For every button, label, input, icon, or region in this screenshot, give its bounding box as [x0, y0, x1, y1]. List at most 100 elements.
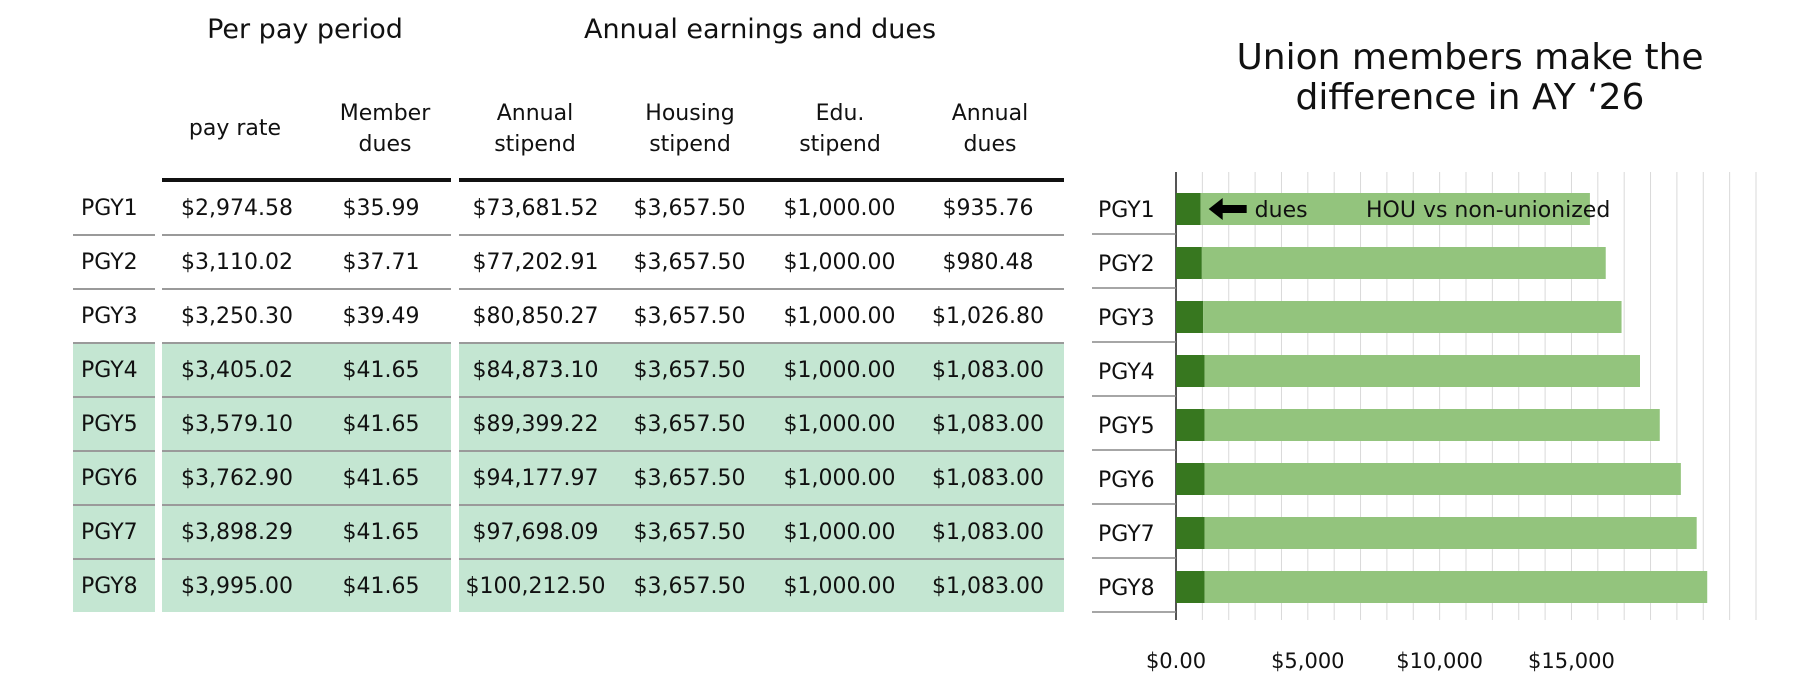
table-cell-annual-stipend: $94,177.97: [472, 465, 599, 491]
table-cell-edu: $1,000.00: [783, 573, 896, 599]
table-cell-annual-dues: $1,083.00: [932, 519, 1044, 545]
group-header-per-pay-period: Per pay period: [207, 14, 403, 45]
table-cell-member-dues: $41.65: [342, 411, 420, 437]
table-cell-edu: $1,000.00: [783, 303, 896, 329]
row-divider: [162, 288, 451, 290]
group-header-annual: Annual earnings and dues: [583, 14, 937, 45]
table-cell-member-dues: $39.49: [342, 303, 420, 329]
table-cell-edu: $1,000.00: [783, 195, 896, 221]
row-divider: [73, 504, 155, 506]
table-row-label: PGY1: [81, 195, 138, 221]
y-tick-label: PGY7: [1098, 522, 1155, 547]
table-cell-annual-stipend: $84,873.10: [472, 357, 599, 383]
table-cell-housing: $3,657.50: [633, 249, 746, 275]
x-tick-label: $0.00: [1146, 649, 1206, 673]
table-cell-annual-stipend: $77,202.91: [472, 249, 599, 275]
row-divider: [459, 558, 1064, 560]
table-row-label: PGY7: [81, 519, 138, 545]
table-cell-pay-rate: $3,898.29: [181, 519, 293, 545]
highlight-band: [73, 342, 155, 612]
bar-dues: [1176, 517, 1205, 549]
bar-dues: [1176, 301, 1204, 333]
row-divider: [162, 396, 451, 398]
table-cell-housing: $3,657.50: [633, 357, 746, 383]
table-cell-annual-dues: $1,083.00: [932, 573, 1044, 599]
row-divider: [162, 450, 451, 452]
table-row-label: PGY3: [81, 303, 138, 329]
bar-difference: [1204, 355, 1640, 387]
x-tick-label: $15,000: [1528, 649, 1615, 673]
row-divider: [162, 558, 451, 560]
row-divider: [459, 396, 1064, 398]
table-cell-annual-dues: $935.76: [942, 195, 1034, 221]
dues-annotation: dues: [1255, 198, 1308, 223]
col-header-pay-rate: pay rate: [188, 116, 282, 141]
table-row-label: PGY4: [81, 357, 138, 383]
row-divider: [459, 504, 1064, 506]
header-rule-left: [162, 178, 451, 182]
row-divider: [459, 342, 1064, 344]
table-cell-annual-stipend: $100,212.50: [465, 573, 606, 599]
table-cell-annual-dues: $1,083.00: [932, 357, 1044, 383]
table-cell-annual-stipend: $80,850.27: [472, 303, 599, 329]
row-divider: [162, 504, 451, 506]
y-tick-label: PGY3: [1098, 306, 1155, 331]
bar-difference: [1203, 301, 1622, 333]
row-divider: [459, 450, 1064, 452]
highlight-band: [162, 342, 451, 612]
y-tick-label: PGY8: [1098, 576, 1155, 601]
table-cell-housing: $3,657.50: [633, 195, 746, 221]
table-cell-annual-stipend: $97,698.09: [472, 519, 599, 545]
y-tick-label: PGY6: [1098, 468, 1155, 493]
table-cell-member-dues: $41.65: [342, 573, 420, 599]
table-cell-pay-rate: $2,974.58: [181, 195, 293, 221]
row-divider: [459, 288, 1064, 290]
bar-difference: [1204, 409, 1660, 441]
row-divider: [73, 288, 155, 290]
table-cell-edu: $1,000.00: [783, 465, 896, 491]
row-divider: [162, 342, 451, 344]
row-divider: [73, 558, 155, 560]
y-tick-label: PGY5: [1098, 414, 1155, 439]
table-row-label: PGY2: [81, 249, 138, 275]
table-cell-edu: $1,000.00: [783, 249, 896, 275]
col-header-annual-dues: Annual dues: [951, 101, 1029, 157]
highlight-band: [459, 342, 1064, 612]
col-header-annual-stipend: Annual stipend: [494, 101, 576, 157]
bar-difference: [1200, 193, 1590, 225]
bar-dues: [1176, 247, 1202, 279]
table-cell-annual-stipend: $73,681.52: [472, 195, 599, 221]
bar-difference: [1204, 571, 1708, 603]
row-divider: [73, 396, 155, 398]
table-cell-annual-dues: $1,083.00: [932, 465, 1044, 491]
col-header-member-dues: Member dues: [339, 101, 431, 157]
bar-difference: [1204, 517, 1697, 549]
left-arrow-icon: [1208, 198, 1247, 220]
header-rule-right: [459, 178, 1064, 182]
y-tick-label: PGY1: [1098, 198, 1155, 223]
table-cell-member-dues: $41.65: [342, 519, 420, 545]
table-cell-annual-dues: $1,026.80: [932, 303, 1044, 329]
bar-dues: [1176, 193, 1201, 225]
table-cell-pay-rate: $3,579.10: [181, 411, 293, 437]
table-cell-pay-rate: $3,995.00: [181, 573, 293, 599]
table-cell-pay-rate: $3,110.02: [181, 249, 293, 275]
col-header-edu-stipend: Edu. stipend: [799, 101, 881, 157]
row-divider: [73, 234, 155, 236]
bar-difference: [1204, 463, 1681, 495]
table-cell-annual-stipend: $89,399.22: [472, 411, 599, 437]
x-tick-label: $10,000: [1396, 649, 1483, 673]
bar-dues: [1176, 355, 1205, 387]
table-cell-pay-rate: $3,405.02: [181, 357, 293, 383]
table-cell-housing: $3,657.50: [633, 411, 746, 437]
table-row-label: PGY8: [81, 573, 138, 599]
row-divider: [73, 450, 155, 452]
table-cell-housing: $3,657.50: [633, 465, 746, 491]
row-divider: [73, 342, 155, 344]
col-header-housing-stipend: Housing stipend: [645, 101, 735, 157]
chart-title: Union members make the difference in AY …: [1236, 37, 1704, 118]
bar-dues: [1176, 571, 1205, 603]
table-cell-housing: $3,657.50: [633, 519, 746, 545]
table-cell-member-dues: $41.65: [342, 357, 420, 383]
